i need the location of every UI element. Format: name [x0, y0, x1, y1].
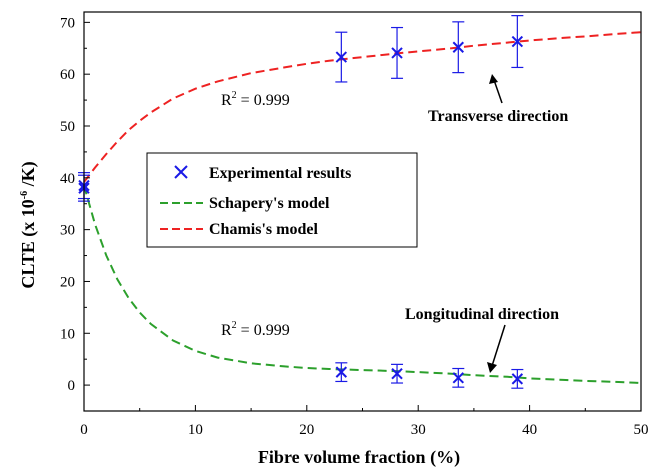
r2-label-bottom: R2 = 0.999	[221, 320, 290, 339]
axes	[83, 11, 642, 412]
legend-label-schapery: Schapery's model	[209, 195, 330, 212]
experimental-point-8	[452, 367, 465, 388]
legend-label-chamis: Chamis's model	[209, 221, 318, 238]
y-tick-label: 40	[60, 171, 75, 187]
x-axis-title: Fibre volume fraction (%)	[258, 447, 460, 468]
x-tick-label: 0	[80, 422, 88, 438]
transverse-label: Transverse direction	[428, 108, 568, 125]
y-axis-title: CLTE (x 10-6 /K)	[18, 161, 39, 288]
y-axis-title-pre: CLTE (x 10	[18, 199, 39, 288]
x-marker-stroke	[511, 373, 524, 385]
longitudinal-arrow	[487, 324, 506, 373]
experimental-point-5	[511, 15, 524, 69]
r2-label-top: R2 = 0.999	[221, 90, 290, 109]
legend-box	[146, 152, 418, 248]
transverse-arrow	[489, 74, 503, 104]
experimental-point-6	[335, 362, 348, 383]
x-marker-stroke	[391, 47, 403, 59]
experimental-point-3	[391, 26, 404, 79]
x-tick-label: 20	[299, 422, 314, 438]
x-marker-stroke	[391, 367, 403, 380]
y-axis-title-sup: -6	[19, 191, 30, 199]
x-marker-stroke	[335, 366, 348, 378]
y-tick-label: 60	[60, 67, 75, 83]
legend: Experimental results Schapery's model Ch…	[146, 152, 418, 248]
legend-label-experimental: Experimental results	[209, 165, 351, 182]
x-tick-label: 30	[411, 422, 426, 438]
x-marker-stroke	[511, 35, 524, 48]
x-tick-label: 40	[522, 422, 537, 438]
y-axis-title-post: /K)	[18, 161, 39, 191]
x-tick-label: 50	[634, 422, 649, 438]
x-tick-label: 10	[188, 422, 203, 438]
y-tick-label: 50	[60, 119, 75, 135]
y-tick-label: 0	[68, 378, 76, 394]
y-tick-label: 10	[60, 326, 75, 342]
r2-bottom-sup: 2	[232, 320, 237, 331]
x-marker-stroke	[452, 41, 465, 53]
r2-top-main: R	[221, 92, 232, 109]
longitudinal-label: Longitudinal direction	[405, 306, 559, 323]
y-tick-label: 30	[60, 223, 75, 239]
tick-labels: 0 10 20 30 40 50 0 10 20 30 40 50 60 70	[60, 15, 649, 438]
legend-marker-experimental	[174, 165, 188, 179]
r2-top-sup: 2	[232, 90, 237, 101]
r2-bottom-rest: = 0.999	[237, 322, 290, 339]
experimental-point-7	[391, 363, 404, 384]
experimental-point-2	[335, 31, 348, 83]
y-tick-label: 70	[60, 15, 75, 31]
experimental-point-4	[452, 21, 465, 74]
y-tick-label: 20	[60, 274, 75, 290]
r2-top-rest: = 0.999	[237, 92, 290, 109]
x-marker-stroke	[452, 372, 465, 384]
experimental-point-9	[511, 368, 524, 389]
r2-bottom-main: R	[221, 322, 232, 339]
x-marker-stroke	[335, 51, 348, 63]
